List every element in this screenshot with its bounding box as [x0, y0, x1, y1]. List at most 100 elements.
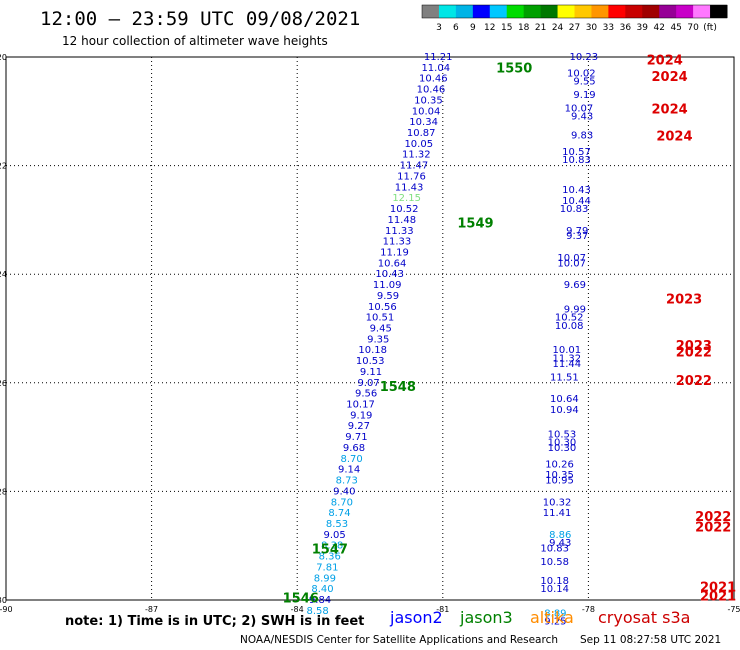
swh-point-label: 9.43 — [549, 538, 571, 549]
swh-point-label: 8.99 — [314, 573, 336, 584]
swh-point-label: 7.81 — [316, 562, 338, 573]
swh-point-label: 11.33 — [385, 226, 414, 237]
track-number-label: 2022 — [695, 521, 731, 536]
swh-point-label: 9.27 — [348, 421, 370, 432]
swh-point-label: 10.07 — [557, 253, 586, 264]
legend-cryosat: cryosat s3a — [598, 608, 690, 627]
colorbar-label: 21 — [535, 23, 546, 33]
colorbar-label: 27 — [569, 23, 580, 33]
colorbar-label: 33 — [603, 23, 614, 33]
swh-point-label: 9.68 — [343, 443, 365, 454]
track-number-label: 2021 — [700, 580, 736, 595]
swh-point-label: 11.33 — [383, 237, 412, 248]
swh-point-label: 10.43 — [562, 185, 591, 196]
track-number-label: 2023 — [676, 339, 712, 354]
swh-point-label: 10.02 — [567, 68, 596, 79]
swh-point-label: 10.04 — [412, 106, 441, 117]
swh-point-label: 11.47 — [400, 161, 429, 172]
swh-point-label: 10.46 — [417, 85, 446, 96]
swh-point-label: 11.44 — [552, 359, 581, 370]
swh-point-label: 10.35 — [414, 95, 443, 106]
colorbar-swatch — [489, 5, 508, 18]
y-tick-label: -20 — [0, 53, 7, 62]
swh-point-label: 10.18 — [358, 345, 387, 356]
colorbar-swatch — [506, 5, 525, 18]
swh-point-label: 10.95 — [545, 476, 574, 487]
swh-point-label: 10.32 — [543, 497, 572, 508]
swh-point-label: 9.69 — [564, 280, 586, 291]
x-tick-label: -84 — [291, 605, 304, 614]
swh-point-label: 10.51 — [366, 313, 395, 324]
swh-point-label: 10.14 — [540, 584, 569, 595]
swh-point-label: 9.25 — [544, 617, 566, 628]
track-number-label: 2022 — [676, 345, 712, 360]
track-number-label: 2022 — [695, 510, 731, 525]
chart-subtitle: 12 hour collection of altimeter wave hei… — [62, 34, 328, 48]
swh-point-label: 10.07 — [557, 258, 586, 269]
track-number-label: 2024 — [651, 70, 687, 85]
colorbar-label: 45 — [670, 23, 681, 33]
swh-point-label: 8.70 — [340, 454, 362, 465]
track-number-label: 1546 — [283, 591, 319, 606]
swh-point-label: 10.57 — [562, 147, 591, 158]
swh-point-label: 9.40 — [333, 486, 355, 497]
swh-point-label: 10.56 — [368, 302, 397, 313]
swh-point-label: 9.55 — [573, 76, 595, 87]
x-tick-label: -78 — [582, 605, 595, 614]
swh-point-label: 10.52 — [555, 313, 584, 324]
colorbar-label: 3 — [436, 23, 442, 33]
plot-grid — [6, 57, 734, 600]
swh-point-label: 8.89 — [544, 609, 566, 620]
colorbar-swatch — [642, 5, 660, 18]
swh-point-label: 10.23 — [569, 52, 598, 63]
data-points: 11.2111.0410.4610.4610.3510.0410.3410.87… — [306, 52, 598, 628]
swh-point-label: 10.52 — [390, 204, 419, 215]
swh-point-label: 8.40 — [311, 584, 333, 595]
swh-point-label: 10.34 — [409, 117, 438, 128]
swh-point-label: 9.59 — [377, 291, 399, 302]
swh-point-label: 9.19 — [350, 410, 372, 421]
colorbar-label: 9 — [470, 23, 476, 33]
colorbar-swatch — [455, 5, 474, 18]
swh-point-label: 10.44 — [562, 196, 591, 207]
y-tick-label: -24 — [0, 270, 7, 279]
swh-point-label: 12.15 — [392, 193, 421, 204]
track-number-label: 2023 — [666, 293, 702, 308]
colorbar-swatch — [659, 5, 677, 18]
legend-jason2: jason2 — [389, 608, 443, 627]
colorbar-swatch — [438, 5, 457, 18]
swh-point-label: 10.64 — [550, 394, 579, 405]
swh-point-label: 10.18 — [540, 576, 569, 587]
swh-point-label: 10.83 — [560, 204, 589, 215]
swh-point-label: 10.07 — [565, 104, 594, 115]
y-tick-label: -22 — [0, 162, 7, 171]
swh-point-label: 9.71 — [345, 432, 367, 443]
swh-point-label: 11.32 — [552, 353, 581, 364]
swh-point-label: 9.11 — [360, 367, 382, 378]
legend-jason3: jason3 — [459, 608, 513, 627]
color-scale-bar: 3 6 9 12 15 18 21 24 27 30 33 36 39 42 45 70 (ft) — [421, 4, 728, 33]
colorbar-label: 39 — [637, 23, 649, 33]
legend-altika: altika — [530, 608, 574, 627]
swh-point-label: 10.58 — [540, 557, 569, 568]
track-number-label: 1550 — [496, 61, 532, 76]
swh-point-label: 11.43 — [395, 182, 424, 193]
colorbar-swatch — [608, 5, 626, 18]
swh-point-label: 10.83 — [540, 543, 569, 554]
y-tick-label: -30 — [0, 596, 7, 605]
swh-point-label: 10.30 — [548, 438, 577, 449]
colorbar-label: 24 — [552, 23, 564, 33]
swh-point-label: 10.30 — [548, 443, 577, 454]
track-number-label: 1549 — [457, 217, 493, 232]
swh-point-label: 10.87 — [407, 128, 436, 139]
swh-point-label: 8.38 — [321, 541, 343, 552]
swh-point-label: 11.48 — [387, 215, 416, 226]
swh-point-label: 9.07 — [357, 378, 379, 389]
colorbar-swatch — [540, 5, 559, 18]
swh-point-label: 10.94 — [550, 405, 579, 416]
footer-timestamp: Sep 11 08:27:58 UTC 2021 — [580, 634, 721, 646]
colorbar-swatch — [676, 5, 694, 18]
swh-point-label: 9.99 — [564, 304, 586, 315]
swh-point-label: 10.83 — [562, 155, 591, 166]
